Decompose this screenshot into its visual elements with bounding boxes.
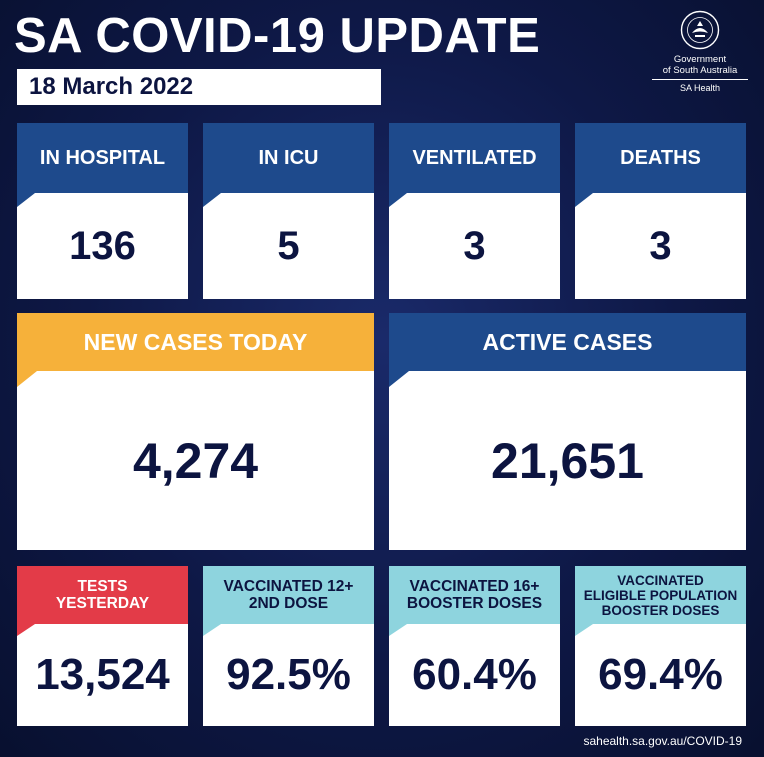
stat-card-vaccinated-16-booster: VACCINATED 16+ BOOSTER DOSES 60.4% — [389, 566, 560, 726]
stat-label: IN ICU — [203, 123, 374, 193]
page-title: SA COVID-19 UPDATE — [14, 9, 541, 63]
stat-value: 5 — [277, 223, 300, 268]
government-name: Government of South Australia — [662, 54, 738, 76]
government-logo: Government of South Australia SA Health — [652, 10, 748, 102]
stat-value: 3 — [463, 223, 486, 268]
logo-divider — [652, 79, 748, 80]
stat-value: 13,524 — [35, 650, 170, 699]
stat-card-deaths: DEATHS 3 — [575, 123, 746, 299]
stat-card-vaccinated-eligible-booster: VACCINATED ELIGIBLE POPULATION BOOSTER D… — [575, 566, 746, 726]
stat-card-vaccinated-12-second-dose: VACCINATED 12+ 2ND DOSE 92.5% — [203, 566, 374, 726]
stat-card-in-hospital: IN HOSPITAL 136 — [17, 123, 188, 299]
stat-value: 69.4% — [598, 650, 723, 699]
state-seal-icon — [680, 10, 720, 50]
stat-label: VENTILATED — [389, 123, 560, 193]
stat-value: 92.5% — [226, 650, 351, 699]
footer-url: sahealth.sa.gov.au/COVID-19 — [583, 734, 742, 748]
stat-card-in-icu: IN ICU 5 — [203, 123, 374, 299]
stat-label: TESTS YESTERDAY — [17, 566, 188, 624]
stat-value: 4,274 — [132, 432, 259, 489]
stat-value: 21,651 — [491, 432, 644, 489]
department-name: SA Health — [679, 83, 721, 93]
stat-card-tests-yesterday: TESTS YESTERDAY 13,524 — [17, 566, 188, 726]
stat-label: VACCINATED 12+ 2ND DOSE — [203, 566, 374, 624]
stat-card-active-cases: ACTIVE CASES 21,651 — [389, 313, 746, 550]
stat-label: VACCINATED 16+ BOOSTER DOSES — [389, 566, 560, 624]
stat-label: VACCINATED ELIGIBLE POPULATION BOOSTER D… — [575, 566, 746, 624]
date-label: 18 March 2022 — [17, 69, 381, 105]
stat-value: 136 — [69, 223, 136, 268]
stat-label: NEW CASES TODAY — [17, 313, 374, 371]
stat-label: IN HOSPITAL — [17, 123, 188, 193]
stat-value: 3 — [649, 223, 672, 268]
stat-card-new-cases: NEW CASES TODAY 4,274 — [17, 313, 374, 550]
stat-label: ACTIVE CASES — [389, 313, 746, 371]
stat-value: 60.4% — [412, 650, 537, 699]
stat-card-ventilated: VENTILATED 3 — [389, 123, 560, 299]
stat-label: DEATHS — [575, 123, 746, 193]
